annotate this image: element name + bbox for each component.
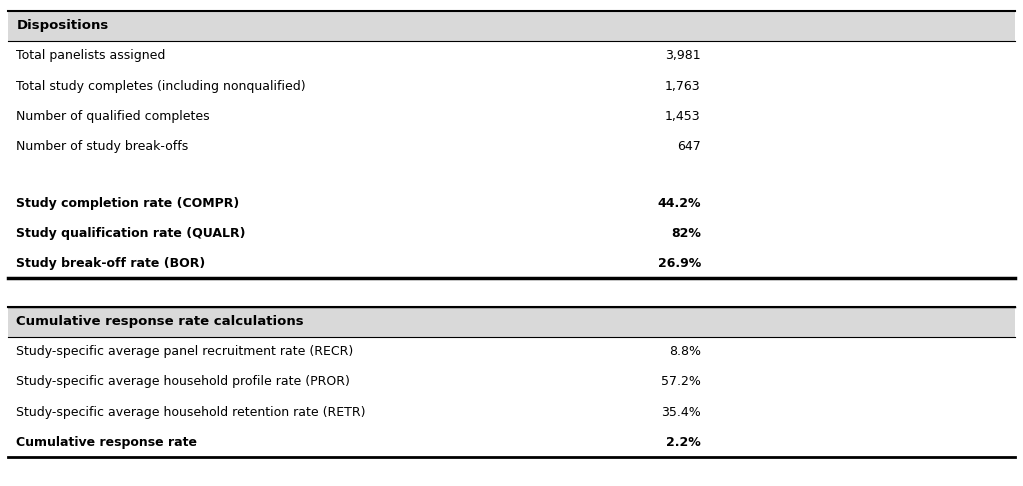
Text: Study qualification rate (QUALR): Study qualification rate (QUALR) (16, 227, 246, 240)
Text: 8.8%: 8.8% (669, 346, 701, 358)
Bar (8, 427, 1015, 457)
Text: Total panelists assigned: Total panelists assigned (16, 50, 166, 62)
Text: Total study completes (including nonqualified): Total study completes (including nonqual… (16, 80, 306, 92)
Text: 2.2%: 2.2% (666, 436, 701, 449)
Text: 647: 647 (677, 140, 701, 153)
Text: Number of study break-offs: Number of study break-offs (16, 140, 188, 153)
Bar (8, 41, 1015, 71)
Text: 1,453: 1,453 (665, 110, 701, 122)
Bar (8, 101, 1015, 131)
Text: Study-specific average household profile rate (PROR): Study-specific average household profile… (16, 376, 350, 388)
Bar (8, 248, 1015, 278)
Bar (8, 367, 1015, 397)
Text: Cumulative response rate calculations: Cumulative response rate calculations (16, 315, 304, 328)
Bar (8, 188, 1015, 218)
Text: 57.2%: 57.2% (661, 376, 701, 388)
Text: Study completion rate (COMPR): Study completion rate (COMPR) (16, 197, 239, 209)
Bar (8, 11, 1015, 41)
Text: Dispositions: Dispositions (16, 19, 108, 32)
Text: Number of qualified completes: Number of qualified completes (16, 110, 210, 122)
Bar (8, 307, 1015, 337)
Bar (8, 71, 1015, 101)
Text: 44.2%: 44.2% (657, 197, 701, 209)
Text: Study-specific average panel recruitment rate (RECR): Study-specific average panel recruitment… (16, 346, 354, 358)
Bar (8, 218, 1015, 248)
Bar (8, 131, 1015, 161)
Text: 3,981: 3,981 (665, 50, 701, 62)
Text: 26.9%: 26.9% (658, 257, 701, 270)
Bar (8, 337, 1015, 367)
Text: 82%: 82% (671, 227, 701, 240)
Text: 1,763: 1,763 (665, 80, 701, 92)
Text: Cumulative response rate: Cumulative response rate (16, 436, 197, 449)
Text: Study break-off rate (BOR): Study break-off rate (BOR) (16, 257, 206, 270)
Bar (8, 397, 1015, 427)
Text: Study-specific average household retention rate (RETR): Study-specific average household retenti… (16, 406, 366, 418)
Text: 35.4%: 35.4% (661, 406, 701, 418)
